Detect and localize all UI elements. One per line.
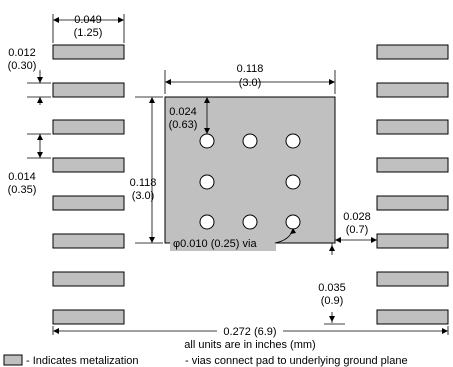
via-array (199, 133, 301, 230)
pad-height-mm: (0.30) (8, 60, 37, 72)
pad-gap-mm: (0.7) (346, 224, 369, 236)
via-callout-bg (170, 236, 276, 251)
via (285, 133, 301, 149)
via (199, 214, 215, 230)
units-note: all units are in inches (mm) (184, 339, 315, 351)
center-pad-height-mm: (3.0) (132, 190, 155, 202)
right-pad (376, 309, 449, 325)
dim-via-offset: 0.024 (0.63) (166, 97, 210, 134)
left-pad (52, 82, 125, 98)
dim-pad-pitch: 0.014 (0.35) (8, 133, 51, 196)
left-pad (52, 271, 125, 287)
via (242, 214, 258, 230)
via-offset-label-bg (166, 104, 202, 134)
via (242, 133, 258, 149)
left-pad (52, 119, 125, 135)
dim-center-to-row: 0.035 (0.9) (318, 243, 346, 325)
via (199, 174, 215, 190)
dim-center-pad-height: 0.118 (3.0) (130, 96, 163, 244)
center-pad-width-inch: 0.118 (237, 63, 264, 75)
metalization-legend-text: - Indicates metalization (26, 355, 139, 367)
overall-width-label-bg (217, 325, 283, 337)
right-pad (376, 271, 449, 287)
right-pad (376, 44, 449, 60)
pad-width-inch: 0.049 (74, 14, 102, 26)
pad-gap-inch: 0.028 (343, 211, 371, 223)
dim-pad-height: 0.012 (0.30) (8, 47, 51, 105)
left-pad (52, 195, 125, 211)
via-offset-mm: (0.63) (169, 119, 198, 131)
right-pad (376, 157, 449, 173)
dim-pad-gap: 0.028 (0.7) (335, 211, 377, 243)
right-pad (376, 233, 449, 249)
right-pad-column (376, 44, 449, 325)
via (199, 133, 215, 149)
dim-overall-width: 0.272 (6.9) (52, 325, 449, 338)
via-offset-inch: 0.024 (169, 106, 197, 118)
pad-pitch-mm: (0.35) (8, 184, 37, 196)
right-pad (376, 82, 449, 98)
left-pad (52, 309, 125, 325)
via-callout-text: φ0.010 (0.25) via (173, 238, 257, 250)
pad-width-mm: (1.25) (74, 27, 103, 39)
dim-center-pad-width: 0.118 (3.0) (164, 63, 336, 94)
left-pad (52, 233, 125, 249)
center-to-row-inch: 0.035 (318, 282, 346, 294)
pad-height-inch: 0.012 (8, 47, 36, 59)
right-pad (376, 195, 449, 211)
overall-width-text: 0.272 (6.9) (223, 326, 276, 338)
left-pad-column (52, 44, 125, 325)
pad-pitch-inch: 0.014 (8, 171, 36, 183)
center-pad-width-mm: (3.0) (239, 77, 262, 89)
center-to-row-mm: (0.9) (321, 295, 344, 307)
metalization-legend-swatch (3, 354, 23, 366)
via (285, 174, 301, 190)
right-pad (376, 119, 449, 135)
center-pad-height-inch: 0.118 (130, 177, 157, 189)
via (285, 214, 301, 230)
dim-pad-width: 0.049 (1.25) (52, 14, 125, 43)
vias-note: - vias connect pad to underlying ground … (185, 355, 408, 367)
left-pad (52, 157, 125, 173)
via-callout: φ0.010 (0.25) via (170, 228, 296, 251)
left-pad (52, 44, 125, 60)
